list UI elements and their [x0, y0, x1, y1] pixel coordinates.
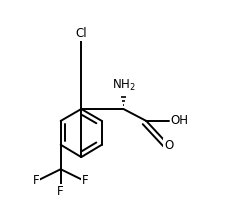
Text: OH: OH — [171, 114, 189, 127]
Text: F: F — [82, 174, 89, 187]
Text: Cl: Cl — [75, 27, 87, 40]
Text: F: F — [33, 174, 39, 187]
Text: F: F — [57, 185, 64, 198]
Text: NH$_2$: NH$_2$ — [112, 78, 135, 93]
Text: O: O — [164, 139, 174, 152]
